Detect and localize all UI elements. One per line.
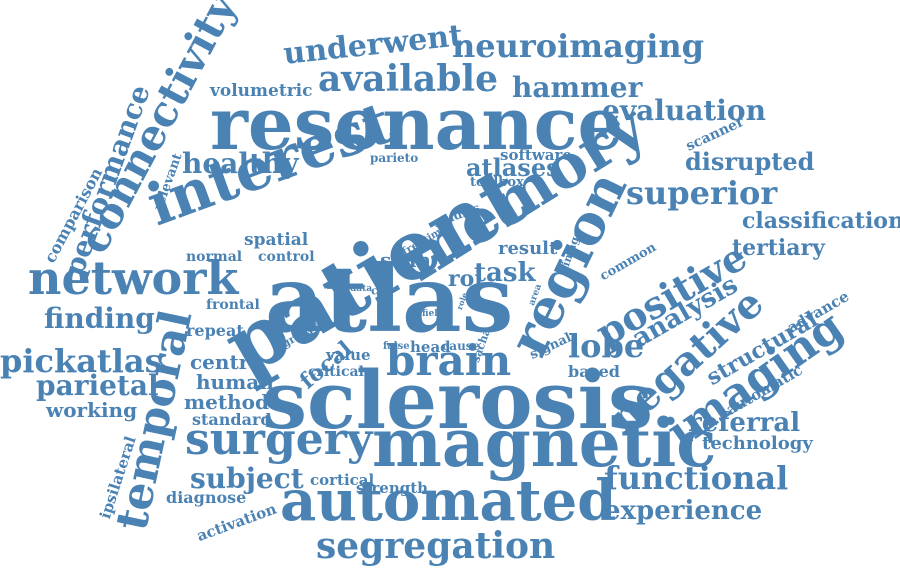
- cloud-word: finding: [44, 302, 155, 335]
- cloud-word: segregation: [316, 525, 556, 567]
- cloud-word: field: [422, 309, 444, 319]
- cloud-word: lobe: [568, 327, 645, 365]
- cloud-word: magnetic: [372, 404, 717, 482]
- cloud-word: healthy: [182, 147, 299, 180]
- cloud-word: superior: [626, 174, 778, 212]
- cloud-word: pickatlas: [0, 342, 163, 380]
- cloud-word: tertiary: [732, 235, 825, 261]
- cloud-word: toolbox: [470, 175, 524, 190]
- cloud-word: disrupted: [685, 147, 815, 176]
- cloud-word: control: [258, 249, 315, 265]
- cloud-word: scan: [380, 248, 431, 272]
- cloud-word: centre: [190, 350, 262, 374]
- cloud-word: software: [500, 146, 572, 164]
- cloud-word: standard: [192, 410, 272, 429]
- cloud-word: based: [568, 362, 620, 381]
- cloud-word: neuroimaging: [452, 27, 705, 65]
- cloud-word: repeat: [186, 321, 244, 340]
- cloud-word: evaluation: [602, 94, 766, 127]
- cloud-word: cortical: [310, 471, 375, 489]
- cloud-word: critical: [308, 364, 364, 380]
- cloud-word: parieto: [370, 151, 419, 165]
- cloud-word: referral: [688, 408, 801, 438]
- cloud-word: atlas: [265, 245, 514, 353]
- cloud-word: data: [350, 284, 373, 294]
- cloud-word: frontal: [206, 297, 260, 313]
- cloud-word: roi: [448, 266, 483, 292]
- cloud-word: automated: [280, 468, 617, 534]
- cloud-word: human: [196, 370, 274, 394]
- cloud-word: volumetric: [210, 81, 313, 101]
- cloud-word: sclerosis: [262, 353, 654, 447]
- cloud-word: network: [28, 251, 239, 305]
- cloud-word: task: [474, 258, 536, 288]
- cloud-word: hammer: [512, 71, 643, 104]
- cloud-word: strength: [356, 479, 429, 497]
- cloud-word: method: [184, 390, 269, 414]
- cloud-word: working: [46, 398, 138, 422]
- cloud-word: spatial: [244, 230, 309, 250]
- cloud-word: parietal: [36, 369, 159, 402]
- cloud-word: activation: [194, 499, 279, 546]
- cloud-word: resonance: [210, 81, 624, 166]
- cloud-word: functional: [604, 459, 789, 497]
- cloud-word: technology: [702, 433, 813, 454]
- cloud-word: value: [326, 346, 371, 364]
- cloud-word: diagnose: [166, 488, 247, 507]
- cloud-word: head: [410, 338, 451, 356]
- cloud-word: brain: [386, 336, 512, 385]
- cloud-word: classification: [742, 208, 900, 234]
- cloud-word: false: [383, 341, 410, 352]
- cloud-word: normal: [186, 249, 243, 265]
- cloud-word: subject: [190, 462, 304, 495]
- cloud-word: cause: [442, 339, 481, 353]
- cloud-word: result: [498, 238, 558, 259]
- cloud-word: available: [318, 58, 498, 100]
- cloud-word: experience: [604, 496, 763, 526]
- cloud-word: surgery: [185, 414, 373, 465]
- cloud-word: atlases: [466, 153, 560, 182]
